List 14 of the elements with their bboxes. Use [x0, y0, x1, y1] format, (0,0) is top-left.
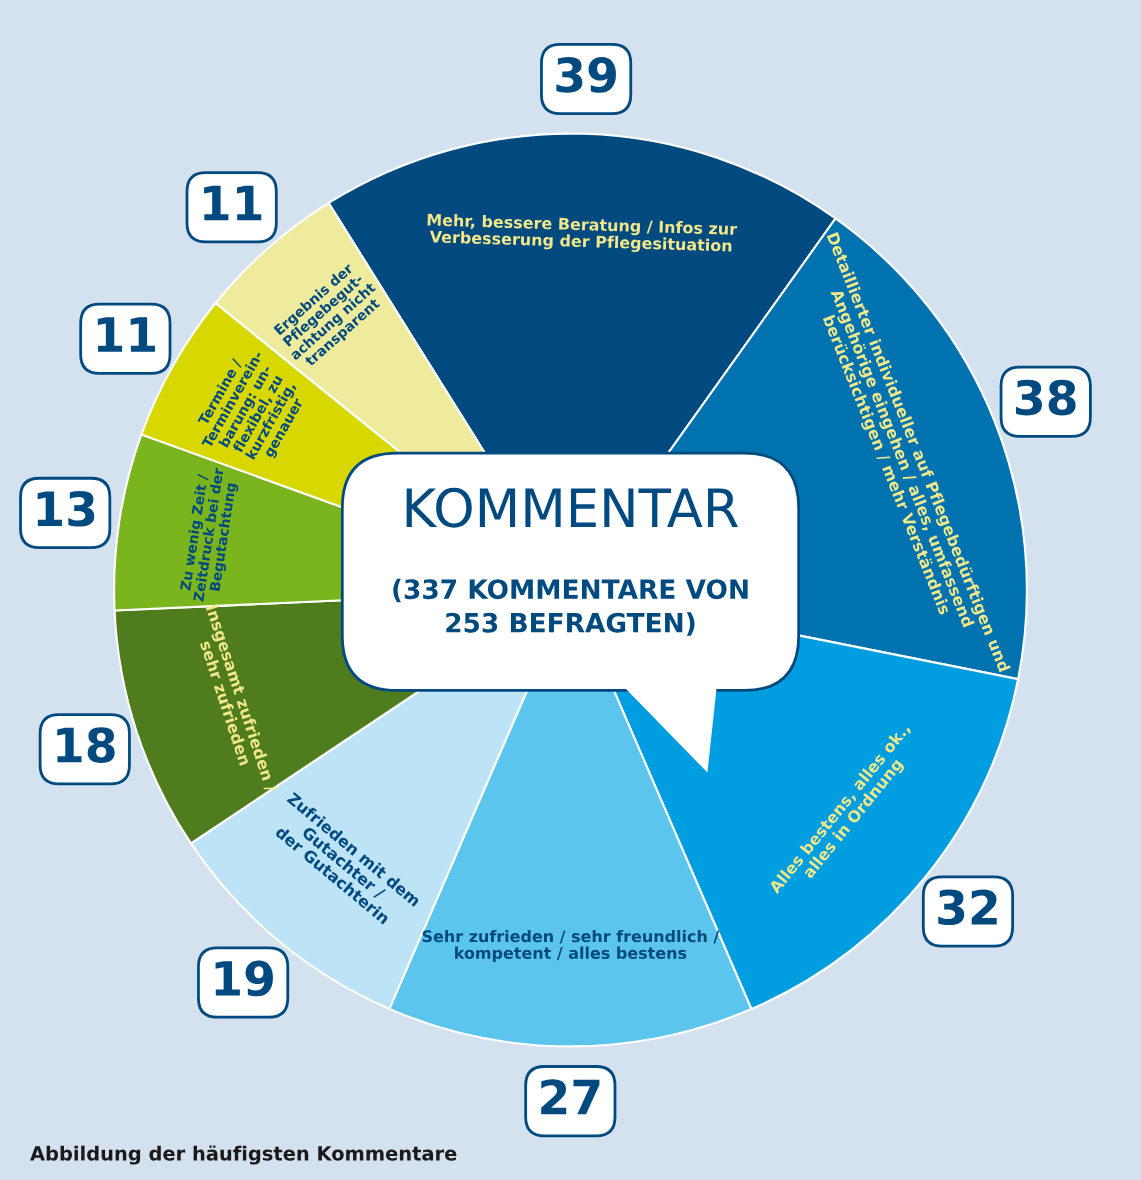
text: (337 KOMMENTARE VON 253 BEFRAGTEN): [393, 578, 748, 636]
data-label: 39: [556, 57, 616, 93]
data-label: 38: [1016, 379, 1076, 416]
data-label: 18: [57, 727, 115, 763]
slice-label: Mehr, bessere Beratung / Infos zur Verbesserung der Pflegesituation: [427, 213, 738, 255]
text: KOMMENTAR: [406, 487, 739, 528]
data-label: 32: [938, 889, 997, 926]
slice-label: Sehr zufrieden / sehr freundlich / kompetent / alles bestens: [422, 929, 720, 963]
data-label: 11: [204, 185, 262, 221]
text: Abbildung der häufigsten Kommentare: [30, 1145, 457, 1165]
data-label: 13: [37, 490, 95, 527]
data-label: 11: [97, 317, 155, 352]
data-label: 27: [541, 1079, 600, 1115]
data-label: 19: [215, 960, 273, 997]
